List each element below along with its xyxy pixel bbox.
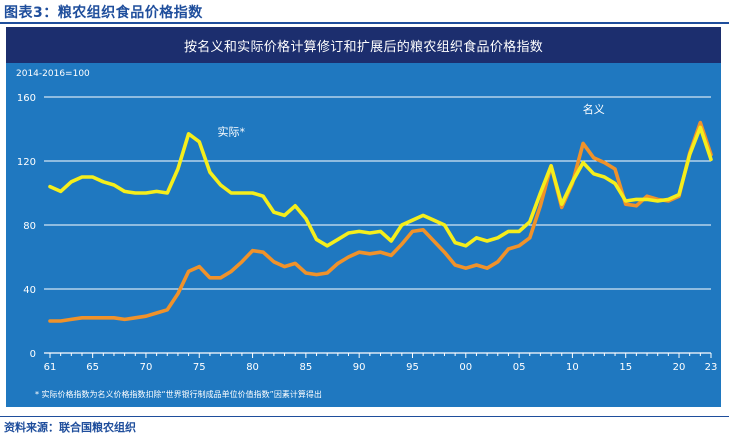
y-tick-label: 120 <box>17 157 36 168</box>
y-tick-label: 0 <box>30 349 36 360</box>
title-rule <box>0 22 729 24</box>
x-tick-label: 10 <box>566 362 579 373</box>
x-tick-label: 80 <box>246 362 259 373</box>
chart-panel: 按名义和实际价格计算修订和扩展后的粮农组织食品价格指数 2014-2016=10… <box>6 27 721 407</box>
y-tick-label: 80 <box>23 221 36 232</box>
x-tick-label: 75 <box>193 362 206 373</box>
x-tick-label: 00 <box>459 362 472 373</box>
line-chart-plot: 0 40 80 120 160 61 65 70 75 80 85 90 95 00 05 10 15 20 23 实… <box>17 93 718 373</box>
source-note: 资料来源：联合国粮农组织 <box>4 421 136 434</box>
bottom-rule <box>0 416 729 417</box>
x-tick-label: 95 <box>406 362 419 373</box>
figure-title: 图表3：粮农组织食品价格指数 <box>4 5 203 21</box>
real-price-series-line <box>48 125 713 248</box>
nominal-price-series-line <box>48 120 713 323</box>
series-annotation-label: 实际* <box>217 124 245 138</box>
base-period-note: 2014-2016=100 <box>16 69 90 79</box>
series-annotation-label: 名义 <box>583 102 605 116</box>
x-tick-label: 90 <box>353 362 366 373</box>
x-tick-label: 15 <box>619 362 632 373</box>
y-tick-label: 40 <box>23 285 36 296</box>
x-tick-label: 85 <box>300 362 313 373</box>
y-tick-label: 160 <box>17 93 36 104</box>
x-tick-label: 70 <box>140 362 153 373</box>
x-tick-label: 20 <box>673 362 686 373</box>
chart-title: 按名义和实际价格计算修订和扩展后的粮农组织食品价格指数 <box>183 39 544 55</box>
chart-title-banner: 按名义和实际价格计算修订和扩展后的粮农组织食品价格指数 <box>6 27 721 63</box>
x-tick-label: 61 <box>44 362 57 373</box>
x-tick-label: 23 <box>705 362 718 373</box>
x-tick-label: 65 <box>86 362 99 373</box>
x-tick-label: 05 <box>513 362 526 373</box>
chart-footnote: * 实际价格指数为名义价格指数扣除“世界银行制成品单位价值指数”因素计算得出 <box>35 390 322 399</box>
